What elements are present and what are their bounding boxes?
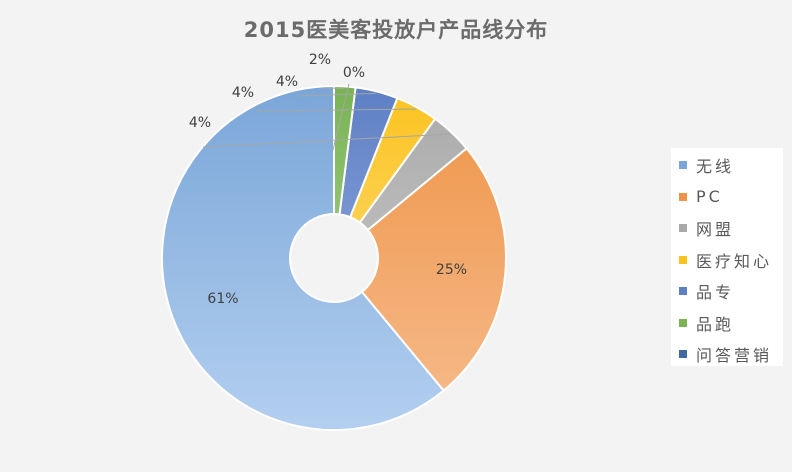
slice-无线 <box>161 84 446 431</box>
legend-swatch <box>679 161 687 169</box>
legend: 无线 PC 网盟医疗知心品专品跑问答营销 <box>671 148 783 366</box>
leader-line-医疗知心 <box>255 108 416 112</box>
legend-item-网盟: 网盟 <box>679 218 735 239</box>
legend-item-品专: 品专 <box>679 281 735 302</box>
legend-item-无线: 无线 <box>679 155 735 176</box>
legend-swatch <box>679 318 687 327</box>
data-label-医疗知心: 4% <box>232 85 254 101</box>
legend-swatch <box>679 287 687 295</box>
legend-item-问答营销: 问答营销 <box>679 344 773 365</box>
leader-line-问答营销 <box>332 83 350 151</box>
legend-label: 网盟 <box>696 220 735 239</box>
legend-label: 品跑 <box>696 314 735 334</box>
data-label-品跑: 2% <box>309 52 331 68</box>
leader-line-品专 <box>297 92 377 97</box>
slices-group <box>161 84 507 431</box>
data-label-问答营销: 0% <box>343 65 365 81</box>
legend-swatch <box>679 224 687 232</box>
chart-title: 2015医美客投放户产品线分布 <box>243 18 549 42</box>
legend-swatch <box>679 255 687 264</box>
legend-swatch <box>679 192 687 201</box>
legend-label: PC <box>696 187 723 206</box>
data-labels: 61% 25% 4% 4% 4% 2% 0% <box>189 52 467 307</box>
leader-lines <box>202 83 451 151</box>
legend-swatch <box>679 350 687 358</box>
data-label-PC: 25% <box>436 262 467 278</box>
legend-item-医疗知心: 医疗知心 <box>679 250 773 271</box>
legend-item-PC: PC <box>679 187 723 207</box>
legend-item-品跑: 品跑 <box>679 313 735 334</box>
legend-label: 无线 <box>696 157 735 176</box>
legend-label: 品专 <box>696 283 735 302</box>
slice-PC <box>360 146 507 392</box>
data-label-无线: 61% <box>207 291 238 307</box>
data-label-品专: 4% <box>276 74 298 90</box>
leader-line-网盟 <box>202 133 451 148</box>
legend-label: 问答营销 <box>696 346 773 365</box>
legend-label: 医疗知心 <box>696 251 773 271</box>
data-label-网盟: 4% <box>189 115 211 131</box>
slice-品跑 <box>333 84 357 216</box>
